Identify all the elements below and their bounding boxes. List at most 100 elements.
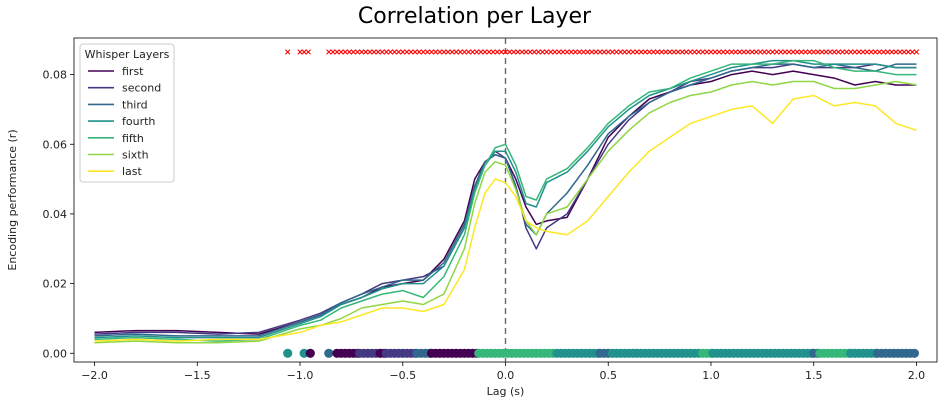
x-marker <box>802 49 809 55</box>
legend-title: Whisper Layers <box>85 48 170 61</box>
x-marker <box>806 49 813 55</box>
x-axis-label: Lag (s) <box>487 385 525 398</box>
x-marker <box>482 49 488 55</box>
x-marker <box>593 49 599 55</box>
x-marker <box>589 49 595 55</box>
legend-label-sixth: sixth <box>122 149 149 162</box>
x-marker <box>601 49 607 55</box>
x-marker <box>856 49 862 55</box>
x-marker <box>650 49 657 55</box>
x-marker <box>523 49 529 55</box>
x-marker <box>474 49 480 55</box>
x-marker <box>737 49 743 55</box>
best-layer-dot-markers <box>283 348 919 358</box>
x-marker <box>646 49 653 55</box>
x-marker <box>301 49 307 55</box>
x-marker <box>404 49 410 55</box>
x-axis-ticks: −2.0 −1.5 −1.0 −0.5 0.0 0.5 1.0 1.5 2.0 <box>81 362 925 382</box>
x-marker <box>621 49 628 55</box>
x-marker <box>441 49 447 55</box>
x-marker <box>350 49 357 55</box>
x-marker <box>511 49 517 55</box>
x-marker <box>391 49 398 55</box>
x-marker <box>634 49 640 55</box>
x-marker <box>527 49 533 55</box>
x-marker <box>778 49 784 55</box>
x-marker <box>543 49 550 55</box>
x-marker <box>835 49 842 55</box>
x-tick-label: 0.0 <box>497 369 515 382</box>
series-line-last <box>94 94 917 342</box>
x-marker <box>819 49 825 55</box>
x-marker <box>420 49 426 55</box>
x-marker <box>872 49 879 55</box>
x-marker <box>342 49 348 55</box>
x-marker <box>613 49 620 55</box>
x-marker <box>687 49 694 55</box>
y-tick-label: 0.00 <box>43 347 68 360</box>
x-marker <box>502 49 509 55</box>
x-marker <box>457 49 463 55</box>
x-marker <box>848 49 854 55</box>
x-marker <box>732 49 739 55</box>
x-marker <box>671 49 677 55</box>
series-line-second <box>94 63 917 335</box>
legend-label-first: first <box>122 65 144 78</box>
x-marker <box>580 49 587 55</box>
x-marker <box>720 49 726 55</box>
x-marker <box>654 49 661 55</box>
x-marker <box>469 49 476 55</box>
x-marker <box>531 49 537 55</box>
x-marker <box>605 49 611 55</box>
x-marker <box>626 49 632 55</box>
y-axis-label: Encoding performance (r) <box>6 129 19 270</box>
x-marker <box>827 49 833 55</box>
x-marker <box>909 49 916 55</box>
x-marker <box>548 49 554 55</box>
x-marker <box>609 49 616 55</box>
x-marker <box>876 49 883 55</box>
x-marker <box>712 49 718 55</box>
x-marker <box>753 49 759 55</box>
dot-marker <box>909 348 919 358</box>
legend-label-fourth: fourth <box>122 115 155 128</box>
dot-marker <box>324 348 334 358</box>
x-marker <box>400 49 406 55</box>
x-marker <box>749 49 755 55</box>
x-marker <box>375 49 381 55</box>
x-marker <box>700 49 706 55</box>
x-marker <box>860 49 866 55</box>
x-tick-label: 0.5 <box>599 369 617 382</box>
x-marker <box>297 49 303 55</box>
x-marker <box>326 49 332 55</box>
x-marker <box>379 49 385 55</box>
x-marker <box>576 49 583 55</box>
x-marker <box>416 49 422 55</box>
x-marker <box>552 49 558 55</box>
dot-marker <box>283 348 293 358</box>
x-marker <box>745 49 751 55</box>
x-marker <box>330 49 336 55</box>
x-marker <box>798 49 805 55</box>
x-tick-label: 2.0 <box>908 369 926 382</box>
y-tick-label: 0.04 <box>43 208 68 221</box>
x-marker <box>843 49 850 55</box>
x-marker <box>461 49 468 55</box>
x-marker <box>465 49 472 55</box>
x-marker <box>387 49 394 55</box>
x-marker <box>675 49 681 55</box>
x-marker <box>728 49 735 55</box>
x-marker <box>786 49 792 55</box>
legend-items: first second third fourth fifth sixth last <box>88 65 161 178</box>
series-line-third <box>94 63 917 337</box>
y-tick-label: 0.06 <box>43 138 68 151</box>
x-marker <box>704 49 710 55</box>
x-marker <box>761 49 768 55</box>
x-marker <box>432 49 439 55</box>
x-marker <box>815 49 821 55</box>
x-marker <box>782 49 788 55</box>
x-tick-label: −0.5 <box>389 369 416 382</box>
x-marker <box>395 49 402 55</box>
x-tick-label: 1.0 <box>702 369 720 382</box>
